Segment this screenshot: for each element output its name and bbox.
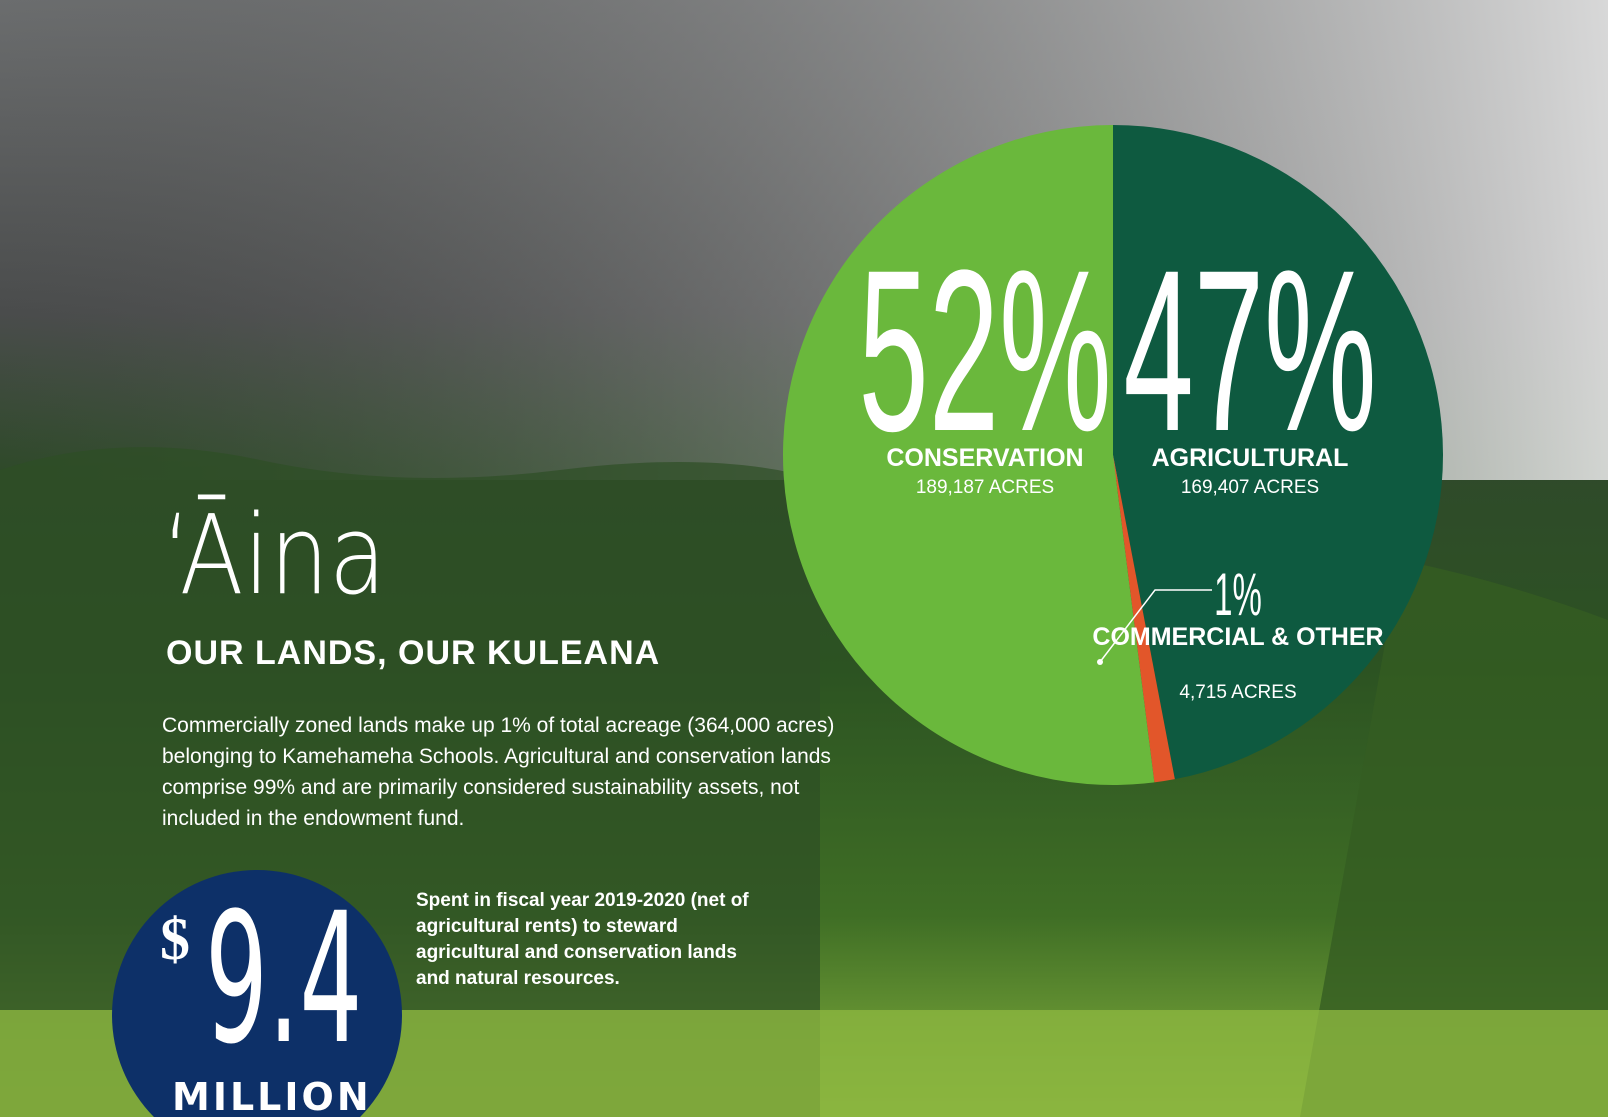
category-label: COMMERCIAL & OTHER xyxy=(1092,623,1383,651)
pie-slice xyxy=(1113,455,1175,783)
stat-description: Spent in fiscal year 2019-2020 (net of a… xyxy=(416,890,749,989)
value-label: 47% xyxy=(1123,223,1376,480)
category-label: AGRICULTURAL xyxy=(1152,444,1349,472)
subtitle: OUR LANDS, OUR KULEANA xyxy=(166,634,661,672)
value-label: 1% xyxy=(1214,562,1262,629)
title: ‘Āina xyxy=(162,491,387,619)
acres-label: 189,187 ACRES xyxy=(916,477,1054,498)
stat-amount: 9.4 xyxy=(205,875,363,1084)
acres-label: 4,715 ACRES xyxy=(1179,682,1296,703)
leader-line xyxy=(1099,589,1212,663)
stat-unit: MILLION xyxy=(172,1075,372,1117)
leader-dot xyxy=(1097,659,1103,665)
acres-label: 169,407 ACRES xyxy=(1181,477,1319,498)
value-label: 52% xyxy=(858,223,1111,480)
pie-slice xyxy=(1113,125,1443,780)
stat-circle xyxy=(112,870,402,1117)
body-text: Commercially zoned lands make up 1% of t… xyxy=(162,714,835,830)
stat-currency: $ xyxy=(160,906,190,972)
pie-slice xyxy=(783,125,1155,785)
category-label: CONSERVATION xyxy=(886,444,1083,472)
